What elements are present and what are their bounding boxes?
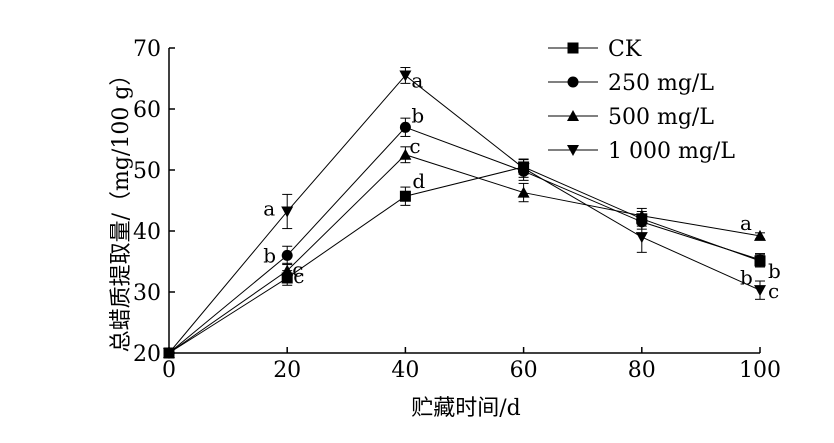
significance-label: d	[412, 169, 425, 193]
significance-label: a	[263, 196, 275, 220]
legend-item: 250 mg/L	[548, 71, 714, 96]
legend-item: CK	[548, 37, 642, 62]
triangle-down-marker	[163, 348, 175, 359]
legend-label: 1 000 mg/L	[608, 139, 735, 164]
triangle-down-marker	[281, 206, 294, 218]
triangle-down-marker	[754, 285, 766, 297]
series-1-000-mg-L: a a c	[163, 67, 779, 359]
y-axis-title: 总蜡质提取量/（mg/100 g）	[109, 64, 134, 353]
triangle-down-marker	[399, 70, 412, 82]
significance-label: c	[409, 134, 420, 158]
y-tick-label: 20	[133, 342, 161, 367]
triangle-up-marker	[399, 148, 412, 160]
triangle-up-marker	[567, 110, 579, 121]
y-tick-label: 60	[133, 98, 161, 123]
circle-marker	[754, 254, 766, 266]
significance-label: c	[768, 279, 779, 303]
circle-marker	[399, 121, 411, 133]
y-tick-label: 40	[133, 220, 161, 245]
legend-item: 1 000 mg/L	[548, 139, 735, 164]
legend: CK 250 mg/L 500 mg/L 1 000 mg/L	[548, 37, 735, 164]
y-tick-label: 30	[133, 281, 161, 306]
triangle-down-marker	[517, 163, 530, 175]
series-line	[168, 74, 761, 354]
legend-label: CK	[608, 37, 642, 62]
significance-label: b	[740, 266, 753, 290]
x-tick-label: 20	[273, 358, 301, 383]
x-tick-label: 80	[628, 358, 656, 383]
series-500-mg-L: cca	[163, 134, 766, 358]
circle-marker	[567, 76, 579, 88]
series-line	[168, 126, 761, 354]
circle-marker	[281, 249, 293, 261]
series-line	[168, 154, 761, 354]
significance-label: c	[293, 264, 304, 288]
triangle-down-marker	[635, 232, 648, 244]
significance-label: b	[768, 259, 781, 283]
legend-label: 250 mg/L	[608, 71, 714, 96]
x-tick-label: 40	[391, 358, 419, 383]
triangle-up-marker	[281, 264, 294, 276]
y-tick-label: 70	[133, 37, 161, 62]
legend-item: 500 mg/L	[548, 105, 714, 130]
significance-label: a	[740, 211, 752, 235]
square-marker	[567, 42, 579, 54]
significance-label: a	[411, 68, 423, 92]
triangle-up-marker	[635, 209, 648, 221]
x-tick-label: 0	[162, 358, 176, 383]
triangle-down-marker	[567, 145, 579, 156]
y-tick-label: 50	[133, 159, 161, 184]
x-tick-label: 100	[739, 358, 781, 383]
x-axis-title: 贮藏时间/d	[411, 396, 521, 421]
x-tick-label: 60	[510, 358, 538, 383]
series-250-mg-L: b b b	[163, 103, 766, 359]
significance-label: b	[411, 103, 424, 127]
series-CK: c d b	[163, 159, 781, 359]
significance-label: c	[292, 258, 303, 282]
significance-label: b	[263, 243, 276, 267]
square-marker	[399, 190, 411, 202]
triangle-up-marker	[754, 229, 766, 241]
series-line	[168, 166, 761, 354]
legend-label: 500 mg/L	[608, 105, 714, 130]
triangle-up-marker	[517, 186, 530, 198]
